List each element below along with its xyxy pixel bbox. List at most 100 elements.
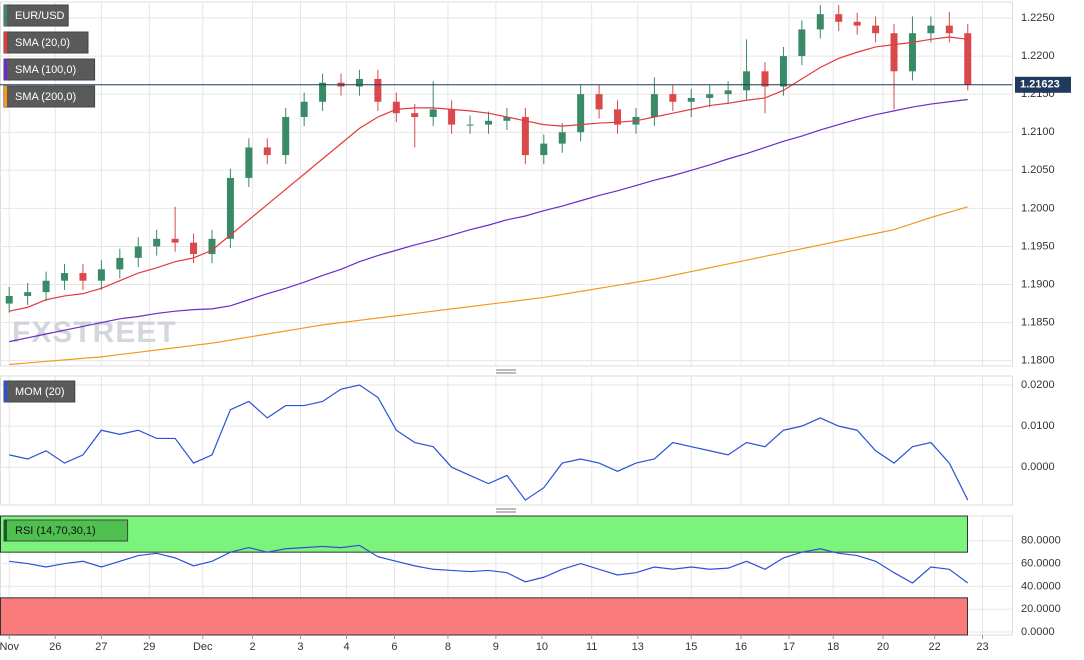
candle-body <box>282 116 290 156</box>
candle-body <box>300 101 308 117</box>
x-tick-label: 16 <box>735 641 747 653</box>
line <box>9 206 968 366</box>
last-price-box <box>1015 76 1071 93</box>
candle-body <box>134 246 142 258</box>
y-tick-label: 60.0000 <box>1021 557 1061 569</box>
legend-swatch <box>4 59 7 80</box>
y-tick-label: 1.1900 <box>1021 278 1055 290</box>
candle-body <box>779 56 787 87</box>
x-tick-label: 23 <box>976 641 988 653</box>
candle-body <box>392 101 400 114</box>
x-tick-label: 22 <box>928 641 940 653</box>
candle-body <box>42 280 50 293</box>
panel <box>0 1 1013 367</box>
y-tick-label: 40.0000 <box>1021 580 1061 592</box>
candle-body <box>466 124 474 126</box>
candle-body <box>79 273 87 281</box>
candle-body <box>908 33 916 72</box>
candle-body <box>5 295 13 304</box>
legend-label: SMA (20,0) <box>15 37 70 49</box>
x-tick-label: 11 <box>586 641 597 653</box>
candle-body <box>208 238 216 255</box>
candle-body <box>558 132 566 144</box>
candle-body <box>503 116 511 121</box>
x-tick-label: 4 <box>343 641 349 653</box>
candle-body <box>927 25 935 34</box>
candle-body <box>595 94 603 110</box>
candle-body <box>24 292 32 296</box>
y-tick-label: 0.0000 <box>1021 626 1055 638</box>
candle-body <box>245 147 253 178</box>
watermark: FXSTREET <box>12 316 177 349</box>
overbought-band <box>0 515 968 553</box>
x-tick-label: 26 <box>49 641 61 653</box>
candle-body <box>835 14 843 22</box>
line <box>9 384 969 501</box>
x-tick-label: 9 <box>493 641 499 653</box>
x-tick-label: Dec <box>193 641 213 653</box>
oversold-band <box>0 597 968 636</box>
candle-body <box>687 97 695 102</box>
y-tick-label: 1.2200 <box>1021 50 1055 62</box>
legend-label: SMA (100,0) <box>15 64 76 76</box>
x-tick-label: 18 <box>827 641 839 653</box>
x-tick-label: 3 <box>297 641 303 653</box>
legend-swatch <box>4 5 7 26</box>
candle-body <box>890 33 898 72</box>
line <box>9 98 968 343</box>
candle-body <box>484 120 492 125</box>
x-tick-label: 6 <box>391 641 397 653</box>
candle-body <box>761 71 769 87</box>
candle-body <box>872 25 880 34</box>
candle-body <box>61 273 69 281</box>
candle-body <box>816 14 824 30</box>
legend-swatch <box>4 86 7 107</box>
candle-body <box>724 90 732 95</box>
candle-body <box>263 147 271 156</box>
candle-body <box>853 21 861 26</box>
candle-body <box>116 257 124 270</box>
line <box>9 36 968 312</box>
y-tick-label: 80.0000 <box>1021 535 1061 547</box>
y-tick-label: 0.0000 <box>1021 461 1055 473</box>
candle-body <box>429 109 437 117</box>
candle-body <box>614 109 622 125</box>
candle-body <box>374 78 382 102</box>
y-tick-label: 1.2050 <box>1021 164 1055 176</box>
candle-body <box>97 269 105 281</box>
legend-label: SMA (200,0) <box>15 91 76 103</box>
candle-body <box>521 116 529 156</box>
legend-label: MOM (20) <box>15 386 65 398</box>
candle-body <box>319 82 327 102</box>
x-tick-label: 13 <box>632 641 644 653</box>
candle-body <box>355 78 363 87</box>
x-tick-label: 17 <box>783 641 795 653</box>
candle-body <box>964 33 972 86</box>
y-tick-label: 0.0200 <box>1021 379 1055 391</box>
candle-body <box>153 238 161 247</box>
candle-body <box>743 71 751 91</box>
x-tick-label: 8 <box>445 641 451 653</box>
candle-body <box>226 177 234 239</box>
candle-body <box>650 94 658 117</box>
candle-body <box>411 113 419 117</box>
y-tick-label: 1.1800 <box>1021 355 1055 367</box>
x-tick-label: Nov <box>0 641 19 653</box>
candle-body <box>945 25 953 34</box>
legend-swatch <box>4 32 7 53</box>
x-tick-label: 2 <box>249 641 255 653</box>
x-tick-label: 29 <box>143 641 155 653</box>
x-tick-label: 27 <box>95 641 107 653</box>
y-tick-label: 1.1950 <box>1021 240 1055 252</box>
y-tick-label: 1.2000 <box>1021 202 1055 214</box>
legend-label: EUR/USD <box>15 10 65 22</box>
legend-label: RSI (14,70,30,1) <box>15 525 96 537</box>
y-tick-label: 20.0000 <box>1021 603 1061 615</box>
y-tick-label: 1.2100 <box>1021 126 1055 138</box>
candle-body <box>706 94 714 98</box>
candle-body <box>540 143 548 156</box>
last-price-label: 1.21623 <box>1020 79 1060 91</box>
candle-body <box>577 94 585 133</box>
